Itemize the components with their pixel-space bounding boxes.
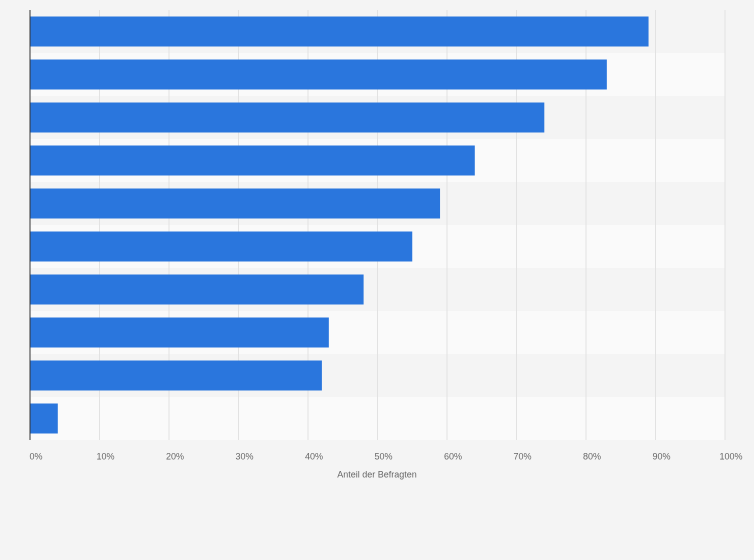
x-tick-label: 30% — [235, 451, 253, 461]
x-tick-label: 20% — [166, 451, 184, 461]
bar — [30, 145, 475, 176]
bar — [30, 274, 364, 305]
x-tick-label: 90% — [652, 451, 670, 461]
bar — [30, 317, 329, 348]
bar — [30, 403, 58, 434]
x-tick-label: 10% — [96, 451, 114, 461]
x-tick-label: 70% — [513, 451, 531, 461]
bar — [30, 102, 545, 133]
bar — [30, 360, 322, 391]
x-tick-label: 0% — [29, 451, 42, 461]
bar — [30, 188, 441, 219]
x-tick-label: 40% — [305, 451, 323, 461]
bar — [30, 231, 413, 262]
x-tick-label: 60% — [444, 451, 462, 461]
x-tick-label: 100% — [719, 451, 742, 461]
bar — [30, 59, 607, 90]
x-axis-label: Anteil der Befragten — [337, 469, 417, 479]
bar — [30, 16, 649, 47]
x-tick-label: 50% — [374, 451, 392, 461]
x-tick-label: 80% — [583, 451, 601, 461]
